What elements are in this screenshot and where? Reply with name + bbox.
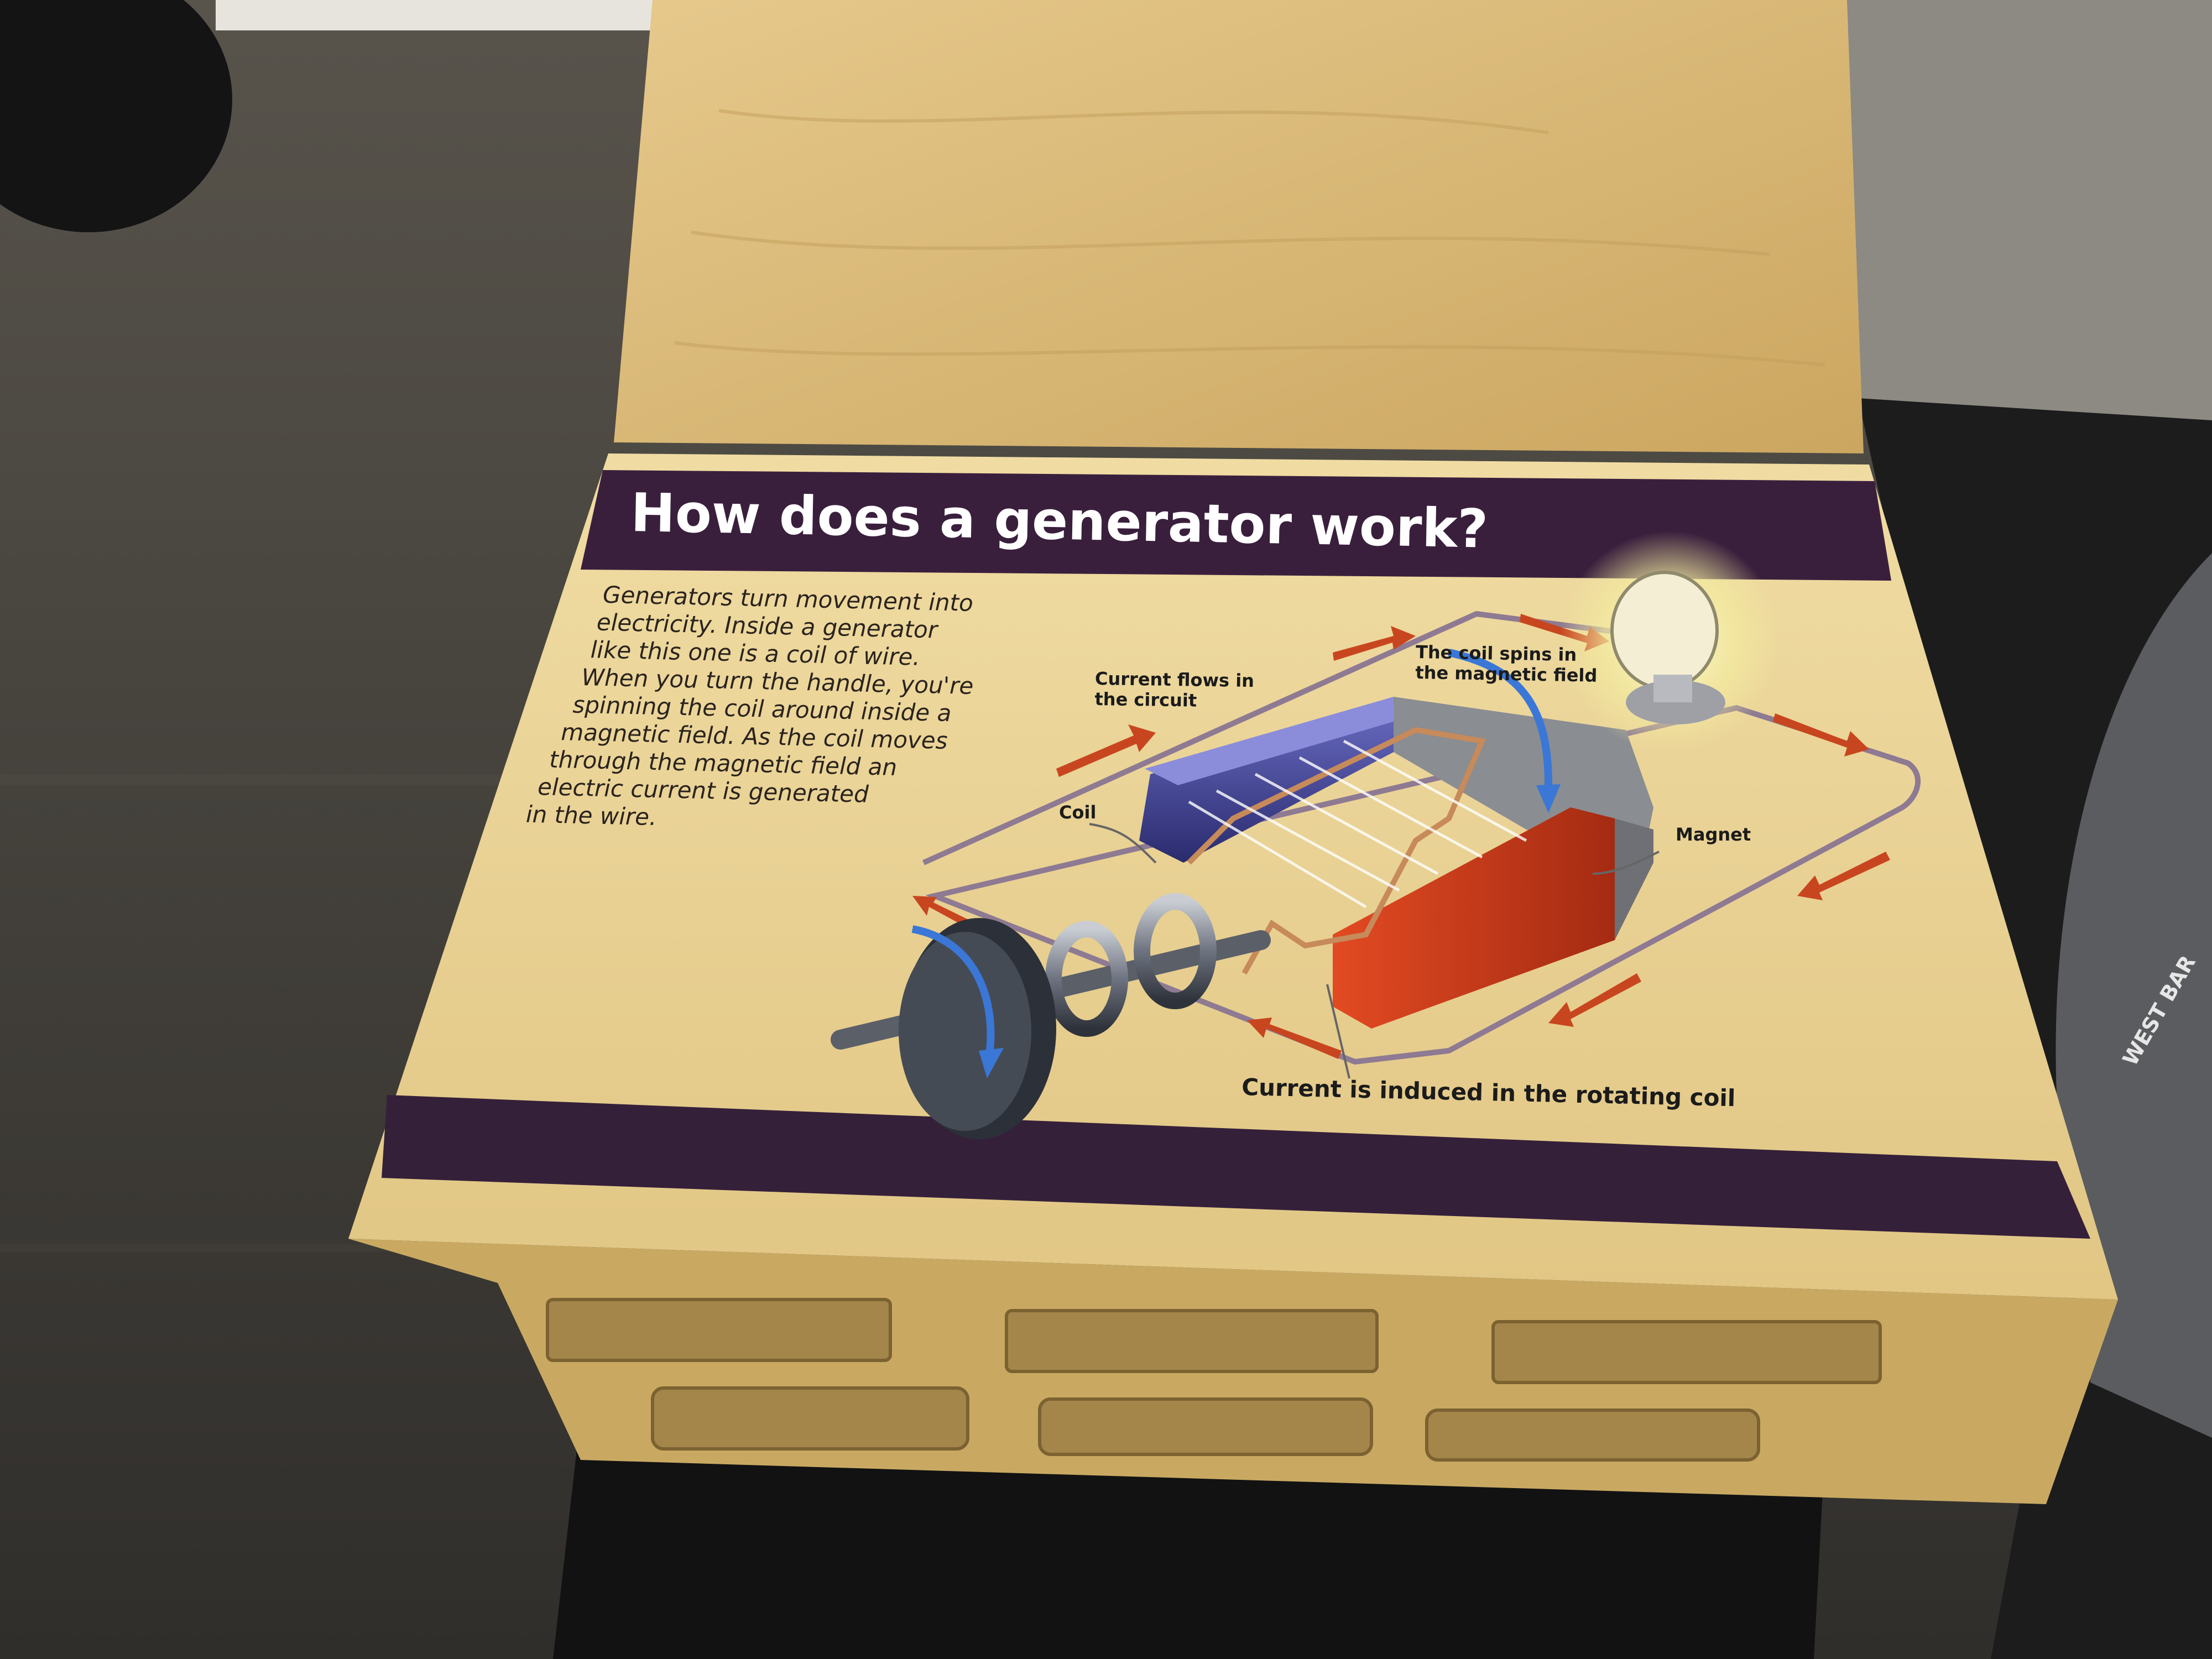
label-magnet: Magnet: [1676, 824, 1751, 845]
handle-wheel-face: [899, 932, 1031, 1131]
rotation-arrow-coil-head: [1536, 784, 1561, 813]
rotation-arrow-wheel-head: [979, 1048, 1004, 1078]
slip-ring-2: [1134, 893, 1217, 1009]
bottom-banner: [382, 1095, 2090, 1239]
label-coil: Coil: [1059, 802, 1096, 823]
rotation-arrow-wheel: [911, 925, 995, 1051]
magnet-blue: [1139, 702, 1394, 863]
label-coil-spins-line2: the magnetic field: [1415, 662, 1598, 686]
magnet-red-side: [1615, 818, 1653, 940]
label-coil-spins-line1: The coil spins in: [1416, 641, 1577, 665]
right-floor: [1847, 0, 2212, 420]
field-lines: [1188, 739, 1527, 909]
window-carvings: [546, 1298, 1882, 1462]
magnet-red: [1333, 807, 1615, 1029]
wood-grain: [674, 109, 1825, 367]
dark-bag: [0, 0, 232, 232]
slip-ring-1: [1045, 921, 1128, 1037]
magnet-blue-top: [1145, 697, 1421, 785]
label-current-flows-line1: Current flows in: [1095, 668, 1254, 691]
back-board: [614, 0, 1864, 453]
bulb-glass: [1610, 571, 1719, 690]
body-line-9: in the wire.: [526, 801, 657, 831]
label-current-flows-line2: the circuit: [1094, 688, 1197, 711]
wall-strip: [216, 0, 658, 30]
bulb-socket: [1653, 675, 1692, 702]
explanation-text: Generators turn movement into electricit…: [526, 581, 974, 831]
clear-dome: [2056, 553, 2212, 1438]
title-banner: [581, 470, 1891, 581]
label-pointers: [1089, 823, 1660, 1079]
rotation-arrow-coil: [1448, 649, 1552, 786]
